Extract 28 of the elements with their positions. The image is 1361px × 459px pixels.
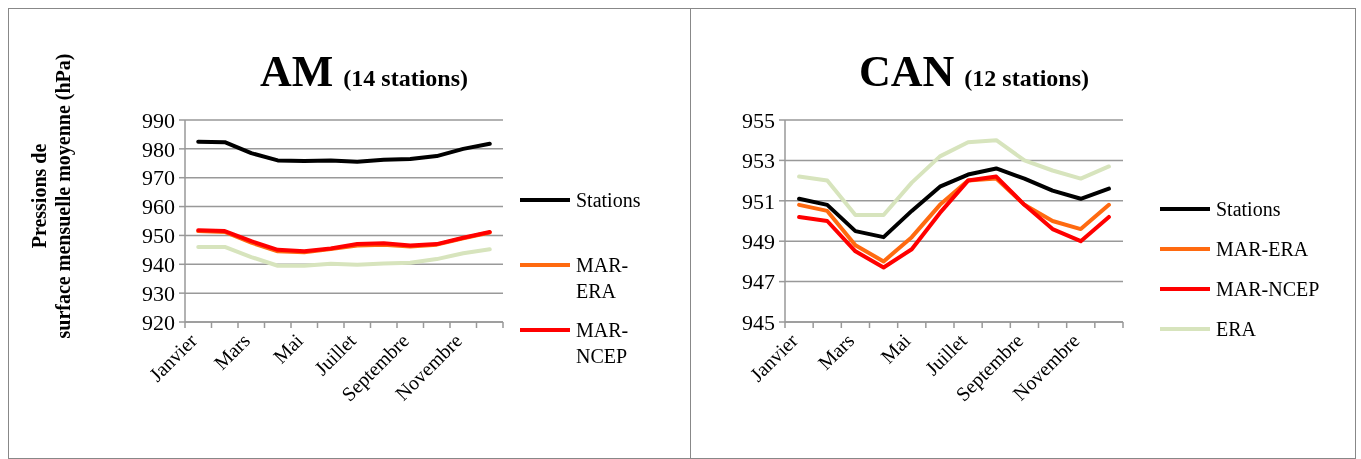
y-tick-label: 955 [742, 107, 775, 133]
y-tick-label: 945 [742, 309, 775, 335]
chart-title: CAN [859, 47, 955, 96]
legend-label: Stations [576, 189, 641, 211]
x-tick-label: Mai [268, 328, 308, 368]
y-tick-label: 990 [142, 107, 175, 133]
legend-label: MAR-ERA [576, 254, 629, 302]
chart-subtitle: (12 stations) [964, 65, 1089, 91]
y-tick-label: 940 [142, 251, 175, 277]
y-tick-label: 970 [142, 165, 175, 191]
legend-label: MAR-NCEP [1216, 278, 1320, 300]
y-tick-label: 947 [742, 269, 775, 295]
y-tick-label: 980 [142, 136, 175, 162]
y-tick-label: 950 [142, 223, 175, 249]
legend-label: ERA [1216, 318, 1257, 340]
y-tick-label: 953 [742, 148, 775, 174]
y-tick-label: 960 [142, 194, 175, 220]
y-tick-label: 930 [142, 280, 175, 306]
y-tick-label: 920 [142, 309, 175, 335]
y-tick-label: 951 [742, 188, 775, 214]
chart-subtitle: (14 stations) [343, 65, 468, 91]
y-tick-label: 949 [742, 228, 775, 254]
legend-label: MAR-ERA [1216, 238, 1309, 260]
legend-label: MAR-NCEP [576, 319, 629, 367]
legend-label: Stations [1216, 198, 1281, 220]
y-axis-title: Pressions de surface mensuelle moyenne (hPa) [28, 53, 75, 339]
chart-title: AM [260, 47, 334, 96]
x-tick-label: Mai [876, 328, 915, 368]
